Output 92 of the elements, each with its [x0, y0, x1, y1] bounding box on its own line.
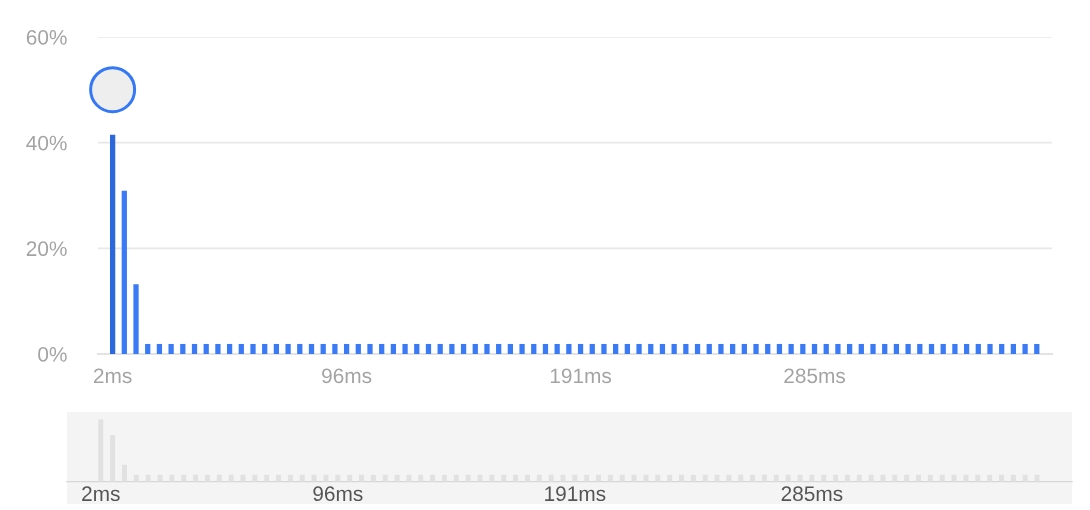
bar	[694, 343, 701, 354]
bar	[262, 343, 268, 354]
bar	[577, 343, 584, 354]
bar	[893, 343, 900, 354]
bar	[963, 343, 970, 354]
bar	[1034, 343, 1040, 354]
bar	[226, 343, 233, 354]
bar	[156, 343, 163, 354]
bar	[180, 343, 186, 354]
y-tick-label: 60%	[26, 30, 67, 45]
bar	[718, 343, 724, 354]
x-tick-label: 2ms	[82, 486, 120, 502]
x-tick-label: 96ms	[313, 486, 363, 502]
x-tick-label: 191ms	[545, 486, 606, 502]
bar	[788, 343, 794, 354]
bar	[145, 343, 151, 354]
x-tick-label: 191ms	[550, 368, 612, 384]
bar	[928, 343, 935, 354]
bar	[320, 343, 326, 354]
bar	[671, 343, 677, 354]
bar	[542, 343, 549, 354]
bar	[402, 343, 408, 354]
bar	[624, 343, 630, 354]
bar	[706, 343, 712, 354]
bar	[1010, 343, 1017, 354]
bar	[987, 343, 993, 354]
bar	[472, 343, 478, 354]
bar	[776, 343, 783, 354]
bar	[367, 343, 373, 354]
bar	[285, 343, 291, 354]
bar	[566, 343, 572, 354]
bar	[811, 343, 818, 354]
bar	[414, 343, 420, 354]
bar	[379, 343, 385, 354]
bar	[975, 343, 981, 354]
bar	[753, 343, 759, 354]
y-tick-label: 40%	[26, 135, 67, 151]
bar	[332, 343, 338, 354]
bar	[648, 343, 654, 354]
bar	[484, 343, 490, 354]
bar	[601, 343, 607, 354]
bar	[191, 343, 198, 354]
bar	[823, 343, 829, 354]
bar	[308, 343, 315, 354]
bar	[531, 343, 537, 354]
bar	[613, 343, 619, 354]
bar	[297, 343, 303, 354]
bar	[870, 343, 876, 354]
bar	[683, 343, 689, 354]
bar	[858, 343, 864, 354]
bar	[519, 343, 525, 354]
bar	[507, 343, 513, 354]
bar	[846, 343, 853, 354]
bar	[460, 343, 467, 354]
bar	[1022, 343, 1028, 354]
bar	[215, 343, 221, 354]
bar	[905, 343, 911, 354]
bar	[659, 343, 666, 354]
bar	[800, 343, 806, 354]
bar	[589, 343, 595, 354]
bar	[355, 343, 361, 354]
bar	[343, 343, 350, 354]
x-tick-label: 285ms	[784, 368, 846, 384]
bar	[425, 343, 432, 354]
y-tick-label: 0%	[38, 347, 67, 362]
bar	[917, 343, 923, 354]
bar	[437, 343, 443, 354]
bar	[999, 343, 1005, 354]
bar	[496, 343, 502, 354]
bar	[390, 343, 397, 354]
y-tick-label: 20%	[26, 241, 67, 257]
bar	[203, 343, 209, 354]
bar	[940, 343, 946, 354]
bar	[741, 343, 747, 354]
x-tick-label: 285ms	[781, 486, 843, 502]
bar	[952, 343, 958, 354]
bar	[636, 343, 642, 354]
bar	[273, 343, 280, 354]
x-tick-label: 2ms	[93, 368, 132, 384]
bar	[121, 190, 127, 354]
bar	[250, 343, 256, 354]
bar	[882, 343, 888, 354]
bar	[835, 343, 841, 354]
bar	[168, 343, 174, 354]
bar	[765, 343, 771, 354]
bar	[730, 343, 736, 354]
bar	[554, 343, 560, 354]
bar	[109, 134, 116, 354]
x-tick-label: 96ms	[322, 368, 372, 384]
bar	[238, 343, 244, 354]
bar	[133, 284, 139, 354]
bar	[449, 343, 455, 354]
